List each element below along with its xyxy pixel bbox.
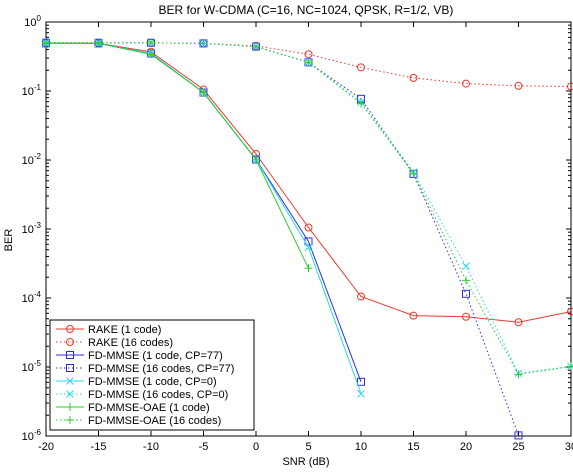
x-tick-label: 30 (565, 441, 573, 453)
legend-marker (66, 416, 74, 424)
x-tick-label: 25 (512, 441, 524, 453)
y-axis: 100 10-1 10-2 10-3 10-4 10-5 10-6 (22, 14, 571, 443)
legend-label: FD-MMSE (1 code, CP=0) (88, 376, 217, 388)
legend-item: FD-MMSE (1 code, CP=77) (56, 350, 223, 362)
legend-item: FD-MMSE (1 code, CP=0) (56, 376, 217, 388)
data-point (304, 243, 313, 252)
legend-label: FD-MMSE-OAE (16 codes) (88, 415, 221, 427)
legend-label: FD-MMSE (1 code, CP=77) (88, 350, 223, 362)
legend-marker (66, 377, 74, 385)
series-layer (42, 38, 573, 440)
legend-marker (66, 351, 74, 359)
y-tick-label: 10-4 (22, 290, 42, 305)
data-point (304, 58, 313, 67)
x-tick-label: 10 (355, 441, 367, 453)
series-line (46, 42, 572, 88)
legend-label: FD-MMSE (16 codes, CP=77) (88, 363, 234, 375)
x-tick-label: -15 (91, 441, 107, 453)
data-point (462, 312, 470, 321)
data-point (199, 39, 208, 48)
data-point (462, 289, 470, 298)
data-point (304, 223, 313, 232)
y-tick-label: 10-2 (22, 152, 42, 167)
legend-marker (66, 390, 74, 398)
legend-label: FD-MMSE-OAE (1 code) (88, 402, 210, 414)
data-point (514, 81, 523, 90)
data-point (409, 311, 418, 320)
y-tick-label: 10-1 (22, 83, 42, 98)
data-point (357, 99, 365, 108)
data-point (567, 307, 573, 316)
y-tick-label: 10-6 (22, 428, 42, 443)
y-tick-label: 10-3 (22, 221, 42, 236)
data-point (252, 155, 260, 164)
data-point (147, 38, 155, 47)
data-point (567, 82, 573, 91)
data-point (357, 63, 365, 72)
data-point (42, 38, 50, 47)
x-tick-label: 20 (460, 441, 472, 453)
data-point (147, 50, 155, 59)
data-point (462, 79, 470, 88)
data-point (357, 377, 365, 386)
data-point (304, 50, 313, 59)
x-axis: -20 -15 -10 -5 0 5 10 15 20 25 30 (38, 22, 573, 453)
data-point (357, 292, 365, 301)
data-point (514, 318, 523, 327)
x-tick-label: -5 (199, 441, 209, 453)
data-point (567, 362, 573, 371)
legend-marker (66, 403, 74, 411)
series-7 (42, 39, 313, 273)
data-point (252, 42, 260, 51)
legend-marker (66, 364, 74, 372)
data-point (409, 169, 418, 178)
data-point (514, 370, 523, 379)
data-point (304, 264, 313, 273)
series-line (46, 42, 309, 269)
y-tick-label: 10-5 (22, 359, 42, 374)
legend-item: RAKE (1 code) (56, 324, 161, 336)
data-point (357, 389, 365, 398)
legend-label: RAKE (1 code) (88, 324, 161, 336)
data-point (514, 431, 523, 440)
legend-item: FD-MMSE-OAE (16 codes) (56, 415, 221, 427)
x-tick-label: -20 (38, 441, 54, 453)
series-line (46, 42, 572, 323)
data-point (199, 88, 208, 97)
legend-marker (66, 338, 74, 346)
legend-marker (66, 325, 74, 333)
data-point (409, 73, 418, 82)
data-point (462, 262, 470, 270)
y-tick-label: 100 (24, 14, 41, 29)
legend-item: FD-MMSE (16 codes, CP=77) (56, 363, 234, 375)
legend-item: RAKE (16 codes) (56, 337, 173, 349)
x-tick-label: -10 (143, 441, 159, 453)
data-point (94, 38, 103, 47)
legend-label: FD-MMSE (16 codes, CP=0) (88, 389, 228, 401)
legend: RAKE (1 code)RAKE (16 codes)FD-MMSE (1 c… (49, 319, 255, 431)
legend-box (49, 319, 255, 431)
chart-title: BER for W-CDMA (C=16, NC=1024, QPSK, R=1… (159, 3, 454, 17)
x-tick-label: 5 (305, 441, 311, 453)
data-point (462, 276, 470, 285)
series-1 (42, 39, 573, 327)
legend-item: FD-MMSE (16 codes, CP=0) (56, 389, 228, 401)
legend-item: FD-MMSE-OAE (1 code) (56, 402, 210, 414)
x-tick-label: 0 (253, 441, 259, 453)
x-axis-label: SNR (dB) (282, 456, 329, 468)
y-axis-label: BER (3, 229, 15, 252)
x-tick-label: 15 (407, 441, 419, 453)
legend-label: RAKE (16 codes) (88, 337, 173, 349)
series-8 (42, 38, 573, 379)
